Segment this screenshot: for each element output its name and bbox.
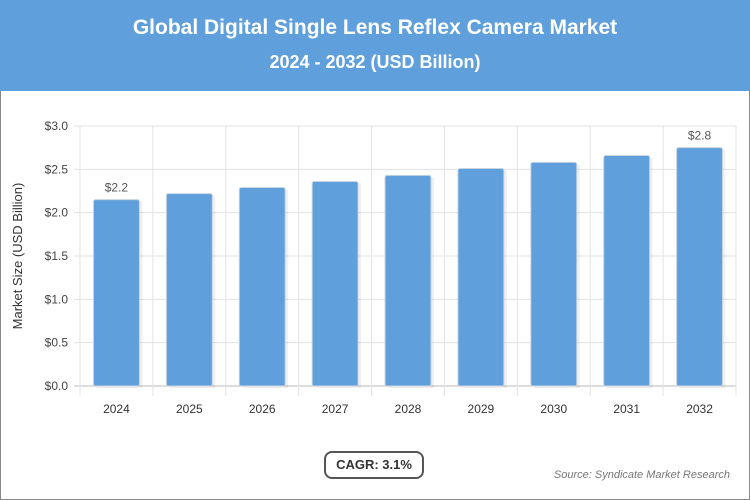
bar-2031 bbox=[603, 154, 651, 387]
bar-chart: $0.0 $0.5 $1.0 $1.5 $2.0 $2.5 $3.0 2024 $2.2 2025… bbox=[10, 119, 737, 416]
chart-header: Global Digital Single Lens Reflex Camera… bbox=[0, 0, 750, 91]
y-tick-label: $3.0 bbox=[45, 119, 69, 133]
bar-2030 bbox=[530, 161, 578, 387]
x-tick-label: 2026 bbox=[249, 402, 276, 416]
x-tick-label: 2025 bbox=[176, 402, 203, 416]
y-tick-label: $0.5 bbox=[45, 336, 69, 350]
x-tick-label: 2032 bbox=[686, 402, 713, 416]
bar-2027 bbox=[311, 180, 359, 387]
data-label: $2.2 bbox=[105, 181, 129, 195]
bar-2029 bbox=[457, 167, 505, 387]
bar-2026 bbox=[238, 187, 286, 387]
x-tick-label: 2031 bbox=[613, 402, 640, 416]
y-tick-label: $2.5 bbox=[45, 162, 69, 176]
x-tick-label: 2024 bbox=[103, 402, 130, 416]
data-label: $2.8 bbox=[688, 129, 712, 143]
source-note: Source: Syndicate Market Research bbox=[553, 469, 730, 481]
y-tick-label: $1.0 bbox=[45, 292, 69, 306]
x-tick-label: 2030 bbox=[540, 402, 567, 416]
x-tick-label: 2027 bbox=[322, 402, 349, 416]
bar-2025 bbox=[165, 193, 213, 387]
cagr-badge: CAGR: 3.1% bbox=[324, 451, 424, 479]
chart-subtitle: 2024 - 2032 (USD Billion) bbox=[269, 52, 481, 72]
y-tick-label: $1.5 bbox=[45, 249, 69, 263]
y-tick-label: $0.0 bbox=[45, 379, 69, 393]
y-tick-label: $2.0 bbox=[45, 206, 69, 220]
x-tick-label: 2028 bbox=[395, 402, 422, 416]
bar-2032 bbox=[676, 147, 724, 387]
bar-2024 bbox=[92, 199, 140, 387]
bar-2028 bbox=[384, 174, 432, 387]
x-tick-label: 2029 bbox=[468, 402, 495, 416]
y-axis-label: Market Size (USD Billion) bbox=[10, 183, 25, 330]
chart-title: Global Digital Single Lens Reflex Camera… bbox=[132, 16, 618, 39]
